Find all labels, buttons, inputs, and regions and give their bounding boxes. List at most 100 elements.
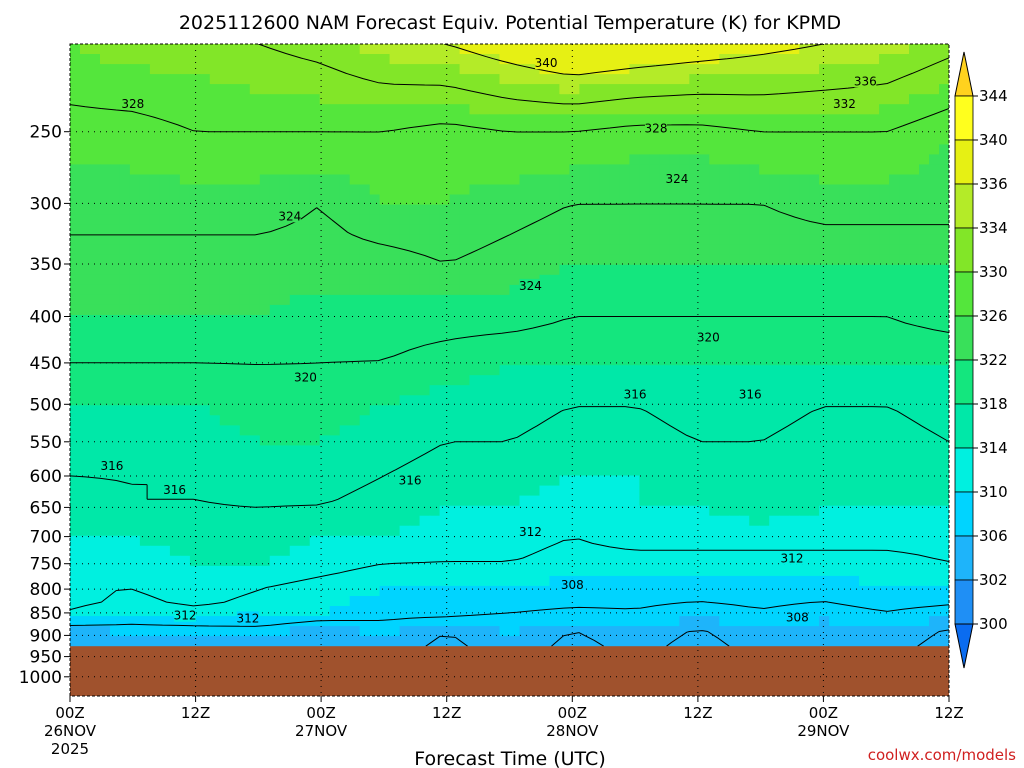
field-cell — [549, 525, 561, 537]
field-cell — [829, 44, 840, 55]
field-cell — [819, 64, 830, 75]
field-cell — [629, 164, 640, 175]
field-cell — [929, 94, 940, 105]
field-cell — [779, 395, 790, 406]
field-cell — [219, 164, 231, 175]
field-cell — [679, 465, 690, 477]
field-cell — [899, 365, 910, 376]
field-cell — [609, 274, 620, 286]
field-cell — [319, 244, 331, 256]
field-cell — [329, 606, 341, 617]
field-cell — [379, 214, 391, 226]
field-cell — [319, 485, 331, 497]
field-cell — [469, 335, 481, 346]
field-cell — [129, 435, 141, 446]
field-cell — [339, 244, 351, 256]
field-cell — [129, 294, 141, 306]
field-cell — [649, 445, 660, 456]
field-cell — [159, 264, 171, 276]
field-cell — [809, 345, 820, 356]
field-cell — [539, 355, 551, 366]
field-cell — [149, 565, 161, 577]
field-cell — [149, 465, 161, 477]
field-cell — [329, 304, 341, 316]
field-cell — [569, 365, 580, 376]
field-cell — [669, 565, 680, 577]
field-cell — [100, 294, 111, 306]
field-cell — [359, 575, 371, 587]
field-cell — [569, 485, 580, 497]
field-cell — [399, 234, 411, 246]
field-cell — [479, 304, 491, 316]
field-cell — [609, 174, 620, 186]
field-cell — [529, 74, 541, 85]
field-cell — [519, 555, 531, 567]
field-cell — [769, 64, 780, 75]
field-cell — [239, 204, 251, 216]
field-cell — [269, 154, 281, 165]
field-cell — [80, 606, 91, 617]
field-cell — [749, 254, 760, 266]
field-cell — [599, 84, 610, 95]
field-cell — [409, 575, 421, 587]
field-cell — [319, 74, 331, 85]
field-cell — [899, 535, 910, 547]
field-cell — [629, 304, 640, 316]
field-cell — [369, 104, 381, 115]
field-cell — [129, 465, 141, 477]
field-cell — [209, 54, 221, 65]
field-cell — [819, 304, 830, 316]
field-cell — [199, 345, 211, 356]
field-cell — [359, 94, 371, 105]
field-cell — [119, 214, 131, 226]
field-cell — [659, 325, 670, 336]
field-cell — [419, 325, 431, 336]
field-cell — [559, 445, 570, 456]
field-cell — [469, 184, 481, 196]
field-cell — [399, 545, 411, 557]
field-cell — [439, 515, 451, 527]
field-cell — [149, 94, 161, 105]
field-cell — [469, 596, 481, 607]
field-cell — [839, 365, 850, 376]
field-cell — [309, 154, 321, 165]
field-cell — [149, 445, 161, 456]
field-cell — [399, 575, 411, 587]
field-cell — [559, 64, 570, 75]
field-cell — [859, 325, 870, 336]
field-cell — [309, 94, 321, 105]
field-cell — [239, 94, 251, 105]
field-cell — [269, 485, 281, 497]
field-cell — [80, 405, 91, 416]
field-cell — [329, 325, 341, 336]
field-cell — [110, 315, 121, 326]
field-cell — [259, 465, 271, 477]
field-cell — [769, 405, 780, 416]
field-cell — [829, 74, 840, 85]
field-cell — [579, 505, 590, 517]
field-cell — [319, 555, 331, 567]
field-cell — [299, 425, 311, 436]
field-cell — [259, 435, 271, 446]
field-cell — [939, 445, 949, 456]
field-cell — [249, 54, 261, 65]
field-cell — [259, 425, 271, 436]
field-cell — [479, 264, 491, 276]
field-cell — [829, 204, 840, 216]
field-cell — [849, 355, 860, 366]
field-cell — [199, 395, 211, 406]
field-cell — [339, 585, 351, 597]
field-cell — [869, 335, 880, 346]
field-cell — [349, 585, 361, 597]
field-cell — [100, 585, 111, 597]
field-cell — [769, 294, 780, 306]
field-cell — [519, 395, 531, 406]
field-cell — [919, 264, 930, 276]
field-cell — [429, 264, 441, 276]
field-cell — [489, 224, 501, 236]
field-cell — [829, 445, 840, 456]
field-cell — [70, 385, 81, 396]
field-cell — [599, 104, 610, 115]
field-cell — [159, 405, 171, 416]
field-cell — [669, 455, 680, 467]
